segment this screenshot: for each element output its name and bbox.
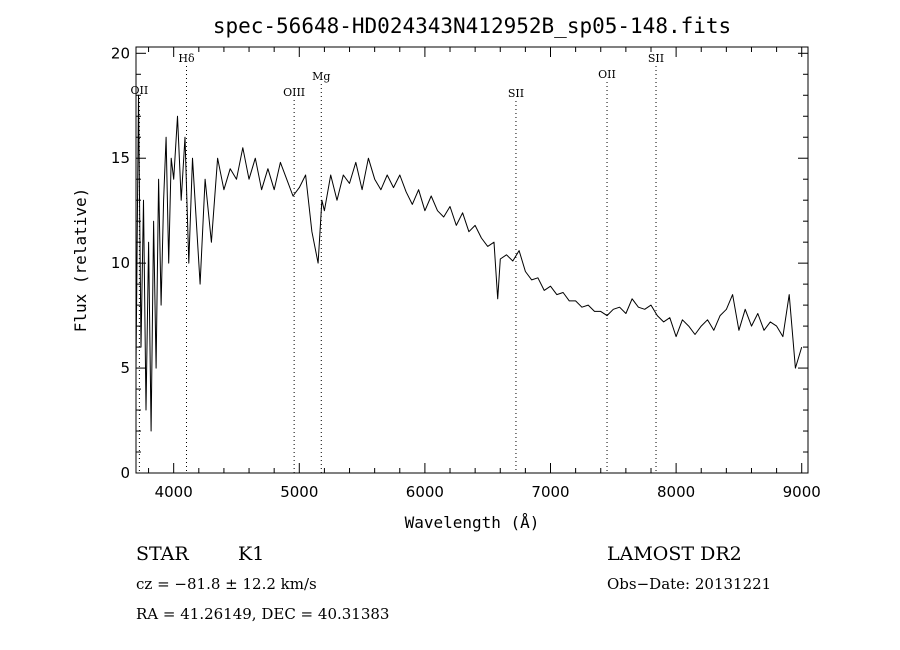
x-tick-label: 8000 [657,483,695,501]
chart-title: spec-56648-HD024343N412952B_sp05-148.fit… [213,14,731,38]
x-tick-label: 7000 [531,483,569,501]
spectral-line-label: SII [508,87,524,100]
plot-frame [135,46,809,474]
y-tick-label: 15 [111,149,130,167]
x-tick-label: 9000 [783,483,821,501]
series-layer [135,94,803,432]
x-axis: 4000 5000 6000 7000 8000 9000 [148,47,821,501]
spectral-line-label: SII [648,52,664,65]
y-tick-label: 0 [120,464,130,482]
coordinates-readout: RA = 41.26149, DEC = 40.31383 [136,605,389,623]
observation-date: Obs−Date: 20131221 [607,575,771,593]
x-tick-label: 6000 [406,483,444,501]
spectral-line-label: Mg [312,70,330,83]
spectral-line-label: OII [598,68,616,81]
spectrum-line [135,94,803,432]
y-axis: 0 5 10 15 20 [111,44,808,482]
spectral-line-label: Hδ [178,52,195,65]
object-class: STAR [136,543,189,565]
survey-name: LAMOST DR2 [607,543,742,565]
spectral-lines: OII Hδ OIII Mg SII OII SII [131,52,664,473]
y-tick-label: 10 [111,254,130,272]
x-tick-label: 4000 [155,483,193,501]
spectral-line-label: OIII [283,86,305,99]
redshift-readout: cz = −81.8 ± 12.2 km/s [136,575,317,593]
object-subclass: K1 [238,543,264,565]
x-axis-label: Wavelength (Å) [405,513,540,532]
y-tick-label: 5 [120,359,130,377]
spectral-line-label: OII [131,84,149,97]
y-axis-label: Flux (relative) [71,188,90,333]
y-tick-label: 20 [111,44,130,62]
x-tick-label: 5000 [280,483,318,501]
